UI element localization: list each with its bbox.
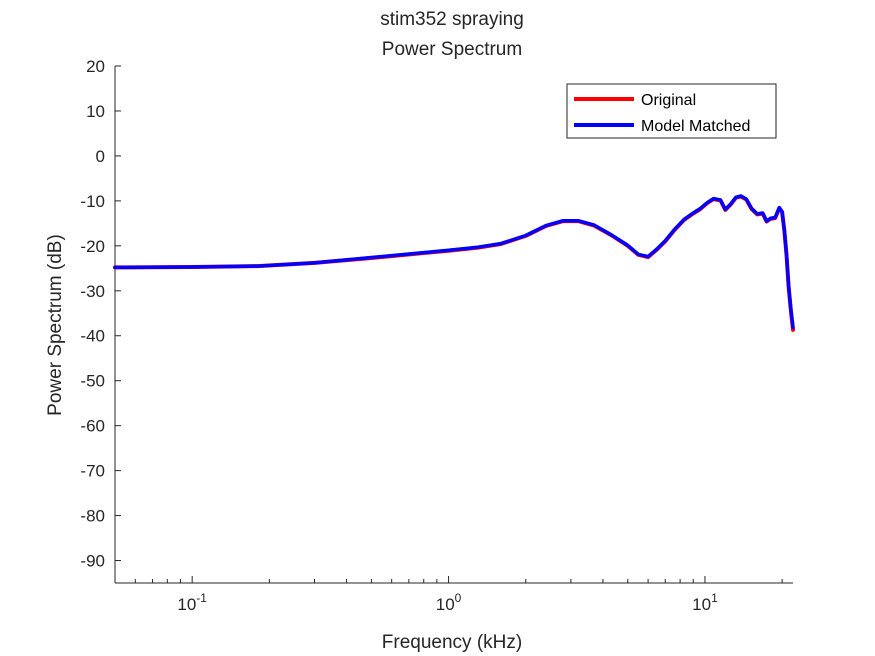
x-tick-label: 101 bbox=[692, 591, 718, 614]
x-tick-label: 10-1 bbox=[177, 591, 207, 614]
y-tick-label: -10 bbox=[80, 192, 105, 211]
y-tick-label: -80 bbox=[80, 507, 105, 526]
x-axis-ticks: 10-1 100 101 bbox=[114, 576, 783, 614]
legend-label-original: Original bbox=[641, 92, 696, 109]
y-tick-label: 0 bbox=[96, 147, 105, 166]
y-tick-label: -60 bbox=[80, 417, 105, 436]
y-tick-label: -70 bbox=[80, 462, 105, 481]
y-axis-ticks: 20 10 0 -10 -20 -30 -40 -50 -60 -70 -80 -90 bbox=[80, 57, 121, 571]
x-tick-label-exponent: 1 bbox=[711, 591, 718, 605]
x-tick-label: 100 bbox=[436, 591, 462, 614]
plot-lines bbox=[113, 194, 795, 332]
y-tick-label: 20 bbox=[86, 57, 105, 76]
legend-label-model-matched: Model Matched bbox=[641, 118, 750, 135]
y-tick-label: -50 bbox=[80, 372, 105, 391]
x-axis-label: Frequency (kHz) bbox=[382, 632, 522, 653]
chart-title-line-1: stim352 spraying bbox=[380, 9, 524, 30]
y-tick-label: -30 bbox=[80, 282, 105, 301]
legend-box bbox=[566, 83, 777, 139]
y-tick-label: -20 bbox=[80, 237, 105, 256]
x-tick-label-base: 10 bbox=[692, 595, 711, 614]
chart-title-line-2: Power Spectrum bbox=[382, 39, 522, 60]
y-tick-label: -40 bbox=[80, 327, 105, 346]
axes-frame bbox=[114, 66, 793, 584]
legend: Original Model Matched bbox=[566, 83, 777, 139]
y-tick-label: 10 bbox=[86, 102, 105, 121]
x-tick-label-base: 10 bbox=[177, 595, 196, 614]
y-axis-label: Power Spectrum (dB) bbox=[45, 234, 66, 416]
y-tick-label: -90 bbox=[80, 552, 105, 571]
series-line-model-matched bbox=[113, 194, 795, 330]
x-tick-label-exponent: 0 bbox=[455, 591, 462, 605]
x-tick-label-base: 10 bbox=[436, 595, 455, 614]
x-tick-label-exponent: -1 bbox=[196, 591, 207, 605]
